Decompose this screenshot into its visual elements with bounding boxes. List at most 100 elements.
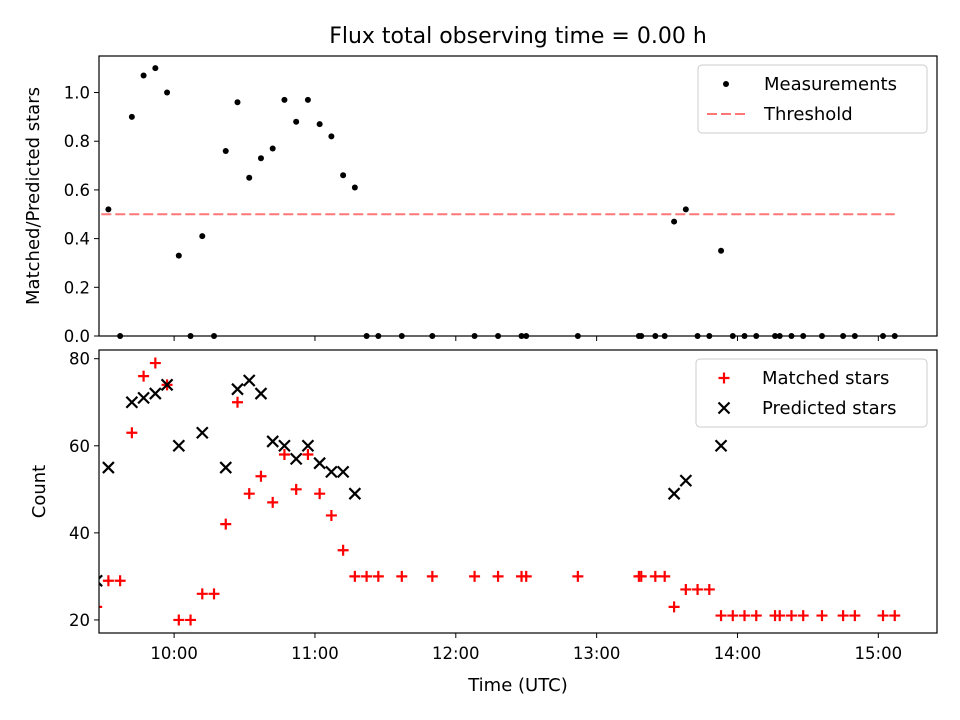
predicted-star-marker: [137, 391, 150, 405]
axes-frame: [98, 55, 938, 337]
legend-box: [695, 358, 928, 428]
legend-entry-label: Threshold: [763, 104, 853, 125]
measurement-point: [175, 252, 182, 259]
measurement-point: [128, 113, 135, 120]
matched-star-marker: [126, 427, 138, 439]
series-group: [99, 357, 901, 626]
bottom-plot-area: 20 40 60 80 10:00 11:00 12:00 13:00 14:00 15:00 Co…: [29, 349, 938, 663]
y-tick-label: 0.8: [64, 132, 90, 151]
legend-entry-label: Predicted stars: [762, 398, 896, 419]
matched-star-marker: [659, 570, 671, 582]
measurement-point: [351, 184, 358, 191]
matched-star-marker: [325, 509, 337, 521]
matched-star-marker: [149, 357, 161, 369]
measurement-point: [269, 145, 276, 152]
measurement-point: [316, 121, 323, 128]
matched-star-marker: [173, 614, 185, 626]
legend-entry-label: Matched stars: [762, 368, 889, 389]
matched-star-marker: [774, 610, 786, 622]
predicted-star-marker: [714, 439, 728, 453]
predicted-star-marker: [102, 461, 115, 474]
matched-star-marker: [426, 570, 438, 582]
y-tick-label: 40: [69, 524, 90, 543]
predicted-star-marker: [266, 435, 279, 448]
matched-star-marker: [692, 583, 704, 595]
matched-star-marker: [797, 610, 809, 622]
matched-star-marker: [572, 570, 584, 582]
predicted-star-marker: [667, 487, 681, 500]
predicted-star-marker: [289, 452, 303, 466]
series-group: [99, 65, 898, 339]
axes-frame: [98, 349, 938, 634]
x-tick-label: 14:00: [714, 644, 762, 663]
matched-star-marker: [785, 610, 797, 622]
matched-star-marker: [520, 570, 532, 582]
predicted-star-marker: [196, 426, 209, 440]
y-axis-label: Count: [29, 465, 50, 518]
x-tick-label: 13:00: [573, 644, 621, 663]
y-tick-label: 0.0: [64, 327, 90, 346]
matched-star-marker: [196, 588, 208, 600]
matched-star-marker: [349, 570, 361, 582]
top-plot-area: 0.0 0.2 0.4 0.6 0.8 1.0 Matched/Predicted star…: [23, 55, 938, 346]
predicted-star-marker: [278, 439, 291, 453]
legend-predicted-swatch: [717, 401, 731, 415]
matched-star-marker: [649, 570, 661, 582]
matched-star-marker: [102, 575, 114, 587]
measurement-point: [671, 218, 678, 225]
predicted-star-marker: [325, 465, 338, 479]
legend-matched-swatch: [718, 372, 730, 384]
predicted-star-marker: [679, 474, 693, 487]
matched-star-marker: [889, 610, 901, 622]
matched-star-marker: [185, 614, 197, 626]
x-tick-label: 10:00: [150, 644, 198, 663]
matched-star-marker: [396, 570, 408, 582]
y-tick-label: 80: [69, 350, 90, 369]
y-tick-label: 0.4: [64, 230, 90, 249]
y-tick-label: 0.6: [64, 181, 90, 200]
measurement-point: [105, 206, 112, 213]
legend-box: [697, 64, 928, 134]
matched-star-marker: [727, 610, 739, 622]
measurement-point: [293, 118, 300, 125]
measurement-point: [682, 206, 689, 213]
predicted-star-marker: [242, 374, 256, 387]
matched-star-marker: [877, 610, 889, 622]
matched-star-marker: [278, 448, 290, 460]
matched-star-marker: [703, 583, 715, 595]
matched-star-marker: [715, 610, 727, 622]
x-tick-label: 11:00: [291, 644, 339, 663]
measurement-point: [234, 99, 241, 106]
matched-star-marker: [492, 570, 504, 582]
matched-star-marker: [290, 483, 302, 495]
legend: Measurements Threshold: [697, 64, 928, 134]
predicted-star-marker: [336, 465, 350, 479]
predicted-star-marker: [313, 456, 326, 470]
measurement-point: [304, 96, 311, 103]
predicted-star-marker: [348, 487, 362, 500]
predicted-star-marker: [160, 378, 174, 392]
matched-star-marker: [314, 488, 326, 500]
measurement-point: [140, 72, 147, 79]
measurement-point: [257, 155, 264, 162]
matched-star-marker: [816, 610, 828, 622]
matched-star-marker: [750, 610, 762, 622]
y-tick-label: 0.2: [64, 278, 90, 297]
x-tick-label: 12:00: [432, 644, 480, 663]
measurement-point: [222, 147, 229, 154]
matched-star-marker: [739, 610, 751, 622]
matched-star-marker: [243, 488, 255, 500]
matched-star-marker: [220, 518, 232, 530]
measurement-point: [328, 133, 335, 140]
predicted-star-marker: [301, 439, 315, 453]
predicted-star-marker: [149, 387, 162, 400]
matched-star-marker: [372, 570, 384, 582]
top-chart-title: Flux total observing time = 0.00 h: [329, 24, 707, 49]
matched-star-marker: [114, 575, 126, 587]
measurement-point: [718, 247, 725, 254]
matched-star-marker: [337, 544, 349, 556]
y-axis-label: Matched/Predicted stars: [23, 87, 44, 305]
matched-star-marker: [469, 570, 481, 582]
predicted-star-marker: [125, 395, 139, 409]
